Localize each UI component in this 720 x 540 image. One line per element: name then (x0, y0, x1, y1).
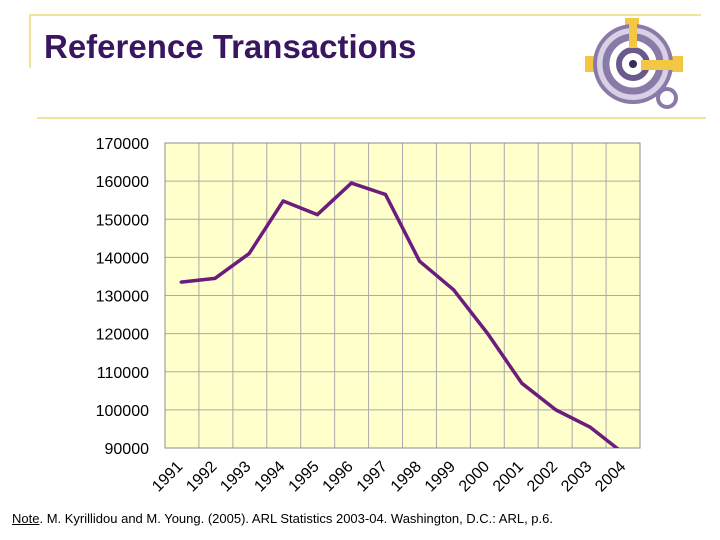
note-text: . M. Kyrillidou and M. Young. (2005). AR… (39, 511, 553, 526)
data-point (247, 252, 251, 256)
data-point (486, 332, 490, 336)
note-label: Note (12, 511, 40, 526)
logo-cross-vertical (629, 18, 637, 48)
data-point (554, 408, 558, 412)
data-point (281, 199, 285, 203)
data-point (418, 259, 422, 263)
logo-center-dot (629, 60, 637, 68)
x-tick-label: 2000 (456, 458, 493, 495)
citation-note: Note. M. Kyrillidou and M. Young. (2005)… (12, 511, 553, 526)
x-tick-label: 1994 (251, 458, 288, 495)
y-tick-label: 110000 (97, 365, 149, 382)
x-tick-label: 1998 (388, 458, 425, 495)
series-line (180, 181, 620, 448)
x-tick-label: 2003 (558, 458, 595, 495)
x-tick-label: 1996 (320, 458, 357, 495)
title-frame (29, 14, 701, 68)
x-tick-label: 1995 (286, 458, 323, 495)
x-tick-label: 2001 (490, 458, 527, 495)
logo-small-ring (656, 87, 678, 109)
x-tick-label: 1992 (183, 458, 220, 495)
logo-cross-horizontal (641, 60, 683, 70)
y-tick-label: 160000 (96, 174, 149, 191)
y-tick-label: 170000 (96, 136, 149, 153)
data-point (588, 425, 592, 429)
y-tick-label: 100000 (96, 403, 149, 420)
data-point (179, 280, 183, 284)
slide-title: Reference Transactions (44, 28, 417, 65)
plot-border (164, 142, 641, 449)
data-point (213, 276, 217, 280)
y-tick-label: 130000 (96, 289, 149, 306)
y-tick-label: 90000 (105, 441, 150, 458)
data-point (452, 288, 456, 292)
y-tick-label: 150000 (96, 212, 149, 229)
y-tick-label: 140000 (96, 250, 149, 267)
x-tick-label: 1991 (149, 458, 186, 495)
x-tick-label: 1999 (422, 458, 459, 495)
x-tick-label: 1993 (217, 458, 254, 495)
data-point (383, 192, 387, 196)
x-tick-label: 1997 (354, 458, 391, 495)
x-tick-label: 2002 (524, 458, 561, 495)
data-point (315, 213, 319, 217)
x-tick-label: 2004 (592, 458, 629, 495)
y-tick-label: 120000 (96, 327, 149, 344)
title-underline (37, 117, 706, 119)
data-point (520, 381, 524, 385)
data-point (349, 181, 353, 185)
target-crosshair-logo-icon (585, 18, 683, 109)
